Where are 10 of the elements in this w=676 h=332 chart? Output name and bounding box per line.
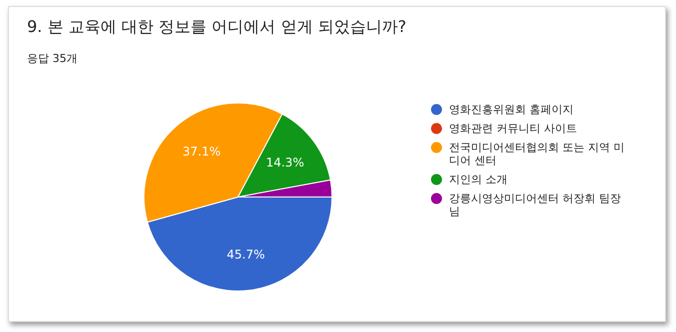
legend-label: 영화관련 커뮤니티 사이트 bbox=[449, 122, 577, 135]
data-label: 37.1% bbox=[182, 144, 221, 159]
subtitle: 응답 35개 bbox=[27, 51, 78, 66]
legend-label: 전국미디어센터협의회 또는 지역 미디어 센터 bbox=[449, 141, 624, 167]
legend-label: 지인의 소개 bbox=[449, 173, 508, 186]
legend-label: 영화진흥위원회 홈페이지 bbox=[449, 103, 574, 116]
legend-label: 강릉시영상미디어센터 허장휘 팀장님 bbox=[449, 192, 621, 218]
data-label: 14.3% bbox=[266, 156, 304, 170]
title: 9. 본 교육에 대한 정보를 어디에서 얻게 되었습니까? bbox=[27, 17, 406, 38]
data-label: 45.7% bbox=[226, 248, 265, 262]
